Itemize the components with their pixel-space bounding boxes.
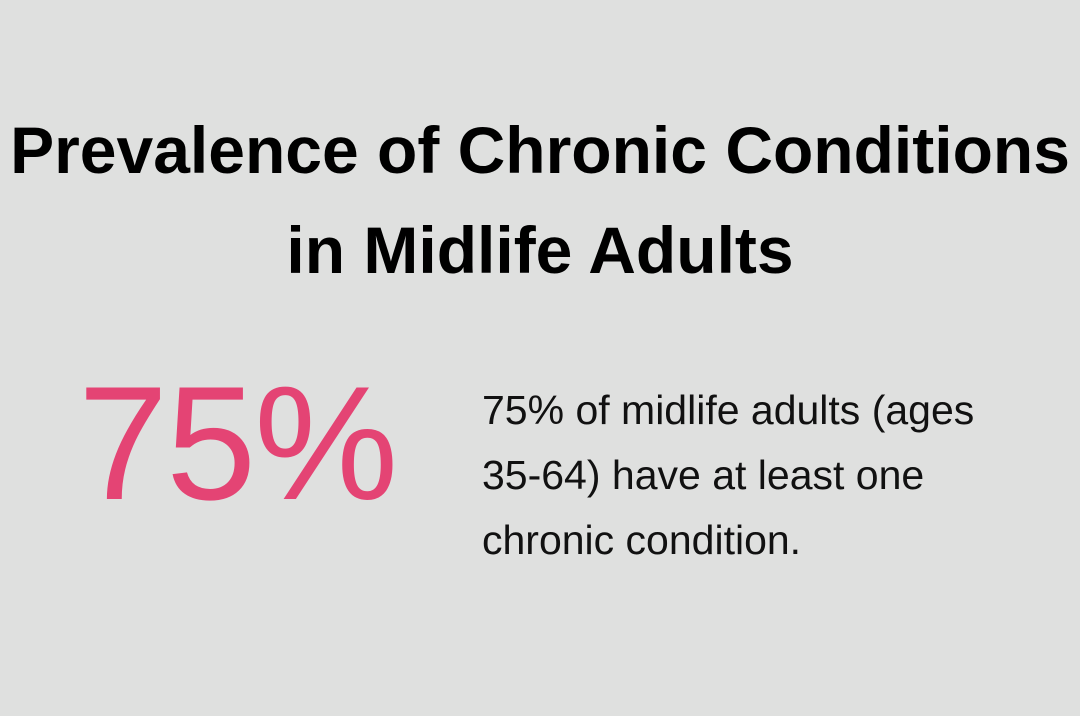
page-title: Prevalence of Chronic Conditions in Midl… — [10, 113, 1070, 287]
stat-value: 75% — [78, 353, 398, 534]
stat-description: 75% of midlife adults (ages 35-64) have … — [482, 387, 975, 563]
